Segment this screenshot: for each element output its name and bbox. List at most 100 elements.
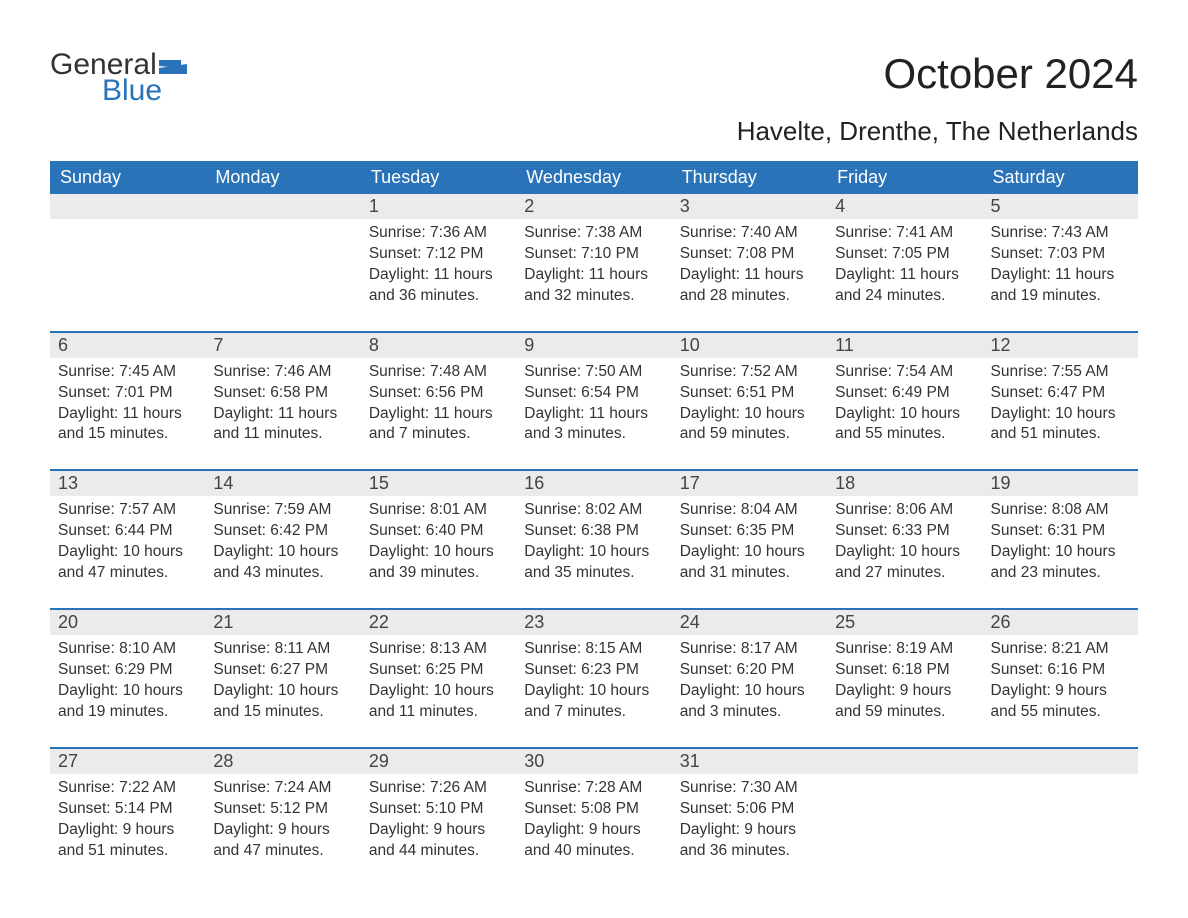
daylight-line: Daylight: 9 hours and 40 minutes.: [524, 820, 663, 862]
day-number: 14: [205, 471, 360, 496]
sunset-line: Sunset: 7:03 PM: [991, 244, 1130, 265]
sunrise-line: Sunrise: 7:43 AM: [991, 223, 1130, 244]
dow-cell: Monday: [205, 161, 360, 194]
calendar-day: 24Sunrise: 8:17 AMSunset: 6:20 PMDayligh…: [672, 610, 827, 729]
calendar-day: 22Sunrise: 8:13 AMSunset: 6:25 PMDayligh…: [361, 610, 516, 729]
sunset-line: Sunset: 7:08 PM: [680, 244, 819, 265]
day-number: 25: [827, 610, 982, 635]
day-number: [827, 749, 982, 774]
day-body: Sunrise: 7:22 AMSunset: 5:14 PMDaylight:…: [50, 774, 205, 868]
sunset-line: Sunset: 5:12 PM: [213, 799, 352, 820]
day-number: 7: [205, 333, 360, 358]
calendar-day: [827, 749, 982, 868]
calendar-day: 18Sunrise: 8:06 AMSunset: 6:33 PMDayligh…: [827, 471, 982, 590]
day-body: Sunrise: 8:06 AMSunset: 6:33 PMDaylight:…: [827, 496, 982, 590]
sunset-line: Sunset: 6:56 PM: [369, 383, 508, 404]
calendar-day: 10Sunrise: 7:52 AMSunset: 6:51 PMDayligh…: [672, 333, 827, 452]
day-body: Sunrise: 7:52 AMSunset: 6:51 PMDaylight:…: [672, 358, 827, 452]
daylight-line: Daylight: 10 hours and 7 minutes.: [524, 681, 663, 723]
calendar-week: 6Sunrise: 7:45 AMSunset: 7:01 PMDaylight…: [50, 331, 1138, 452]
sunset-line: Sunset: 6:29 PM: [58, 660, 197, 681]
sunrise-line: Sunrise: 7:54 AM: [835, 362, 974, 383]
sunrise-line: Sunrise: 8:13 AM: [369, 639, 508, 660]
day-of-week-header: SundayMondayTuesdayWednesdayThursdayFrid…: [50, 161, 1138, 194]
sunrise-line: Sunrise: 8:01 AM: [369, 500, 508, 521]
day-number: 2: [516, 194, 671, 219]
day-body: [205, 219, 360, 229]
sunrise-line: Sunrise: 7:55 AM: [991, 362, 1130, 383]
day-body: Sunrise: 8:11 AMSunset: 6:27 PMDaylight:…: [205, 635, 360, 729]
dow-cell: Sunday: [50, 161, 205, 194]
day-number: 29: [361, 749, 516, 774]
sunrise-line: Sunrise: 8:15 AM: [524, 639, 663, 660]
daylight-line: Daylight: 9 hours and 47 minutes.: [213, 820, 352, 862]
sunset-line: Sunset: 6:51 PM: [680, 383, 819, 404]
daylight-line: Daylight: 10 hours and 27 minutes.: [835, 542, 974, 584]
sunrise-line: Sunrise: 8:06 AM: [835, 500, 974, 521]
daylight-line: Daylight: 10 hours and 23 minutes.: [991, 542, 1130, 584]
sunrise-line: Sunrise: 7:50 AM: [524, 362, 663, 383]
sunset-line: Sunset: 6:54 PM: [524, 383, 663, 404]
day-body: [983, 774, 1138, 784]
day-number: 21: [205, 610, 360, 635]
day-number: 28: [205, 749, 360, 774]
sunrise-line: Sunrise: 7:48 AM: [369, 362, 508, 383]
day-number: 16: [516, 471, 671, 496]
calendar-day: 13Sunrise: 7:57 AMSunset: 6:44 PMDayligh…: [50, 471, 205, 590]
calendar-day: 8Sunrise: 7:48 AMSunset: 6:56 PMDaylight…: [361, 333, 516, 452]
daylight-line: Daylight: 10 hours and 35 minutes.: [524, 542, 663, 584]
day-number: 31: [672, 749, 827, 774]
sunrise-line: Sunrise: 8:19 AM: [835, 639, 974, 660]
calendar-day: 2Sunrise: 7:38 AMSunset: 7:10 PMDaylight…: [516, 194, 671, 313]
day-body: Sunrise: 7:41 AMSunset: 7:05 PMDaylight:…: [827, 219, 982, 313]
sunset-line: Sunset: 6:58 PM: [213, 383, 352, 404]
calendar-day: 14Sunrise: 7:59 AMSunset: 6:42 PMDayligh…: [205, 471, 360, 590]
day-number: 4: [827, 194, 982, 219]
day-number: 5: [983, 194, 1138, 219]
calendar-day: 3Sunrise: 7:40 AMSunset: 7:08 PMDaylight…: [672, 194, 827, 313]
day-body: Sunrise: 8:15 AMSunset: 6:23 PMDaylight:…: [516, 635, 671, 729]
day-number: 6: [50, 333, 205, 358]
day-number: 18: [827, 471, 982, 496]
page-title: October 2024: [737, 50, 1138, 98]
day-body: Sunrise: 7:50 AMSunset: 6:54 PMDaylight:…: [516, 358, 671, 452]
sunrise-line: Sunrise: 7:28 AM: [524, 778, 663, 799]
calendar-day: 30Sunrise: 7:28 AMSunset: 5:08 PMDayligh…: [516, 749, 671, 868]
dow-cell: Tuesday: [361, 161, 516, 194]
sunset-line: Sunset: 6:49 PM: [835, 383, 974, 404]
sunrise-line: Sunrise: 7:24 AM: [213, 778, 352, 799]
day-body: Sunrise: 7:26 AMSunset: 5:10 PMDaylight:…: [361, 774, 516, 868]
daylight-line: Daylight: 9 hours and 36 minutes.: [680, 820, 819, 862]
day-body: Sunrise: 8:21 AMSunset: 6:16 PMDaylight:…: [983, 635, 1138, 729]
day-body: Sunrise: 8:19 AMSunset: 6:18 PMDaylight:…: [827, 635, 982, 729]
calendar-day: 11Sunrise: 7:54 AMSunset: 6:49 PMDayligh…: [827, 333, 982, 452]
day-body: Sunrise: 7:59 AMSunset: 6:42 PMDaylight:…: [205, 496, 360, 590]
day-body: Sunrise: 7:36 AMSunset: 7:12 PMDaylight:…: [361, 219, 516, 313]
sunset-line: Sunset: 6:31 PM: [991, 521, 1130, 542]
day-body: Sunrise: 7:54 AMSunset: 6:49 PMDaylight:…: [827, 358, 982, 452]
calendar-day: 23Sunrise: 8:15 AMSunset: 6:23 PMDayligh…: [516, 610, 671, 729]
calendar-day: 5 Sunrise: 7:43 AMSunset: 7:03 PMDaylight…: [983, 194, 1138, 313]
day-number: 22: [361, 610, 516, 635]
day-body: Sunrise: 8:10 AMSunset: 6:29 PMDaylight:…: [50, 635, 205, 729]
sunset-line: Sunset: 6:33 PM: [835, 521, 974, 542]
calendar-week: 13Sunrise: 7:57 AMSunset: 6:44 PMDayligh…: [50, 469, 1138, 590]
daylight-line: Daylight: 11 hours and 19 minutes.: [991, 265, 1130, 307]
sunrise-line: Sunrise: 8:21 AM: [991, 639, 1130, 660]
day-body: Sunrise: 8:02 AMSunset: 6:38 PMDaylight:…: [516, 496, 671, 590]
daylight-line: Daylight: 11 hours and 28 minutes.: [680, 265, 819, 307]
day-number: 8: [361, 333, 516, 358]
calendar: SundayMondayTuesdayWednesdayThursdayFrid…: [50, 161, 1138, 867]
sunset-line: Sunset: 5:14 PM: [58, 799, 197, 820]
sunrise-line: Sunrise: 7:22 AM: [58, 778, 197, 799]
day-number: 12: [983, 333, 1138, 358]
sunrise-line: Sunrise: 7:46 AM: [213, 362, 352, 383]
calendar-day: [50, 194, 205, 313]
day-number: 11: [827, 333, 982, 358]
daylight-line: Daylight: 9 hours and 55 minutes.: [991, 681, 1130, 723]
sunset-line: Sunset: 5:08 PM: [524, 799, 663, 820]
calendar-day: 7Sunrise: 7:46 AMSunset: 6:58 PMDaylight…: [205, 333, 360, 452]
daylight-line: Daylight: 10 hours and 11 minutes.: [369, 681, 508, 723]
sunset-line: Sunset: 6:44 PM: [58, 521, 197, 542]
day-body: Sunrise: 7:40 AMSunset: 7:08 PMDaylight:…: [672, 219, 827, 313]
